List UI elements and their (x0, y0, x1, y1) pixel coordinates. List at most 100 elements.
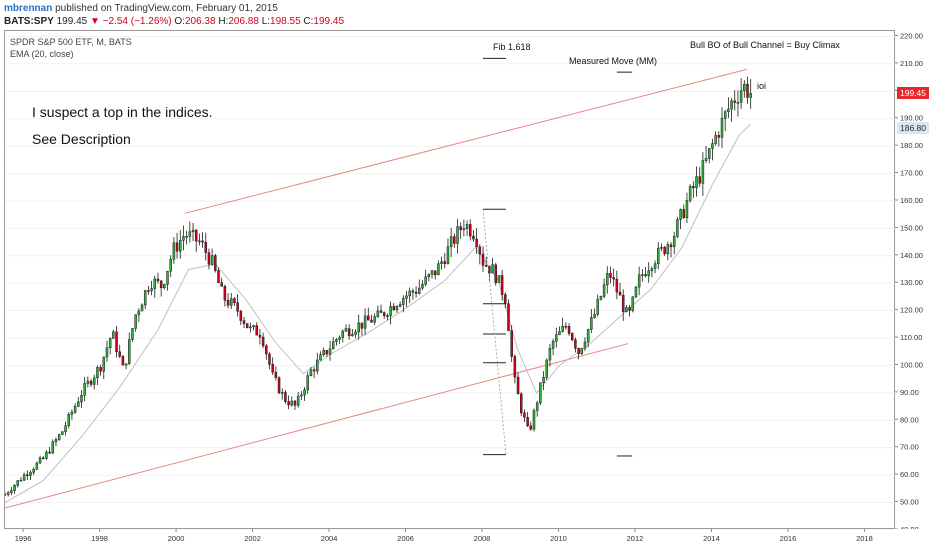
candle-up (402, 298, 405, 305)
candle-up (19, 479, 23, 482)
candle-up (542, 377, 545, 383)
price-chart[interactable] (5, 31, 896, 530)
candle-up (373, 316, 376, 323)
candle-down (115, 331, 118, 353)
candle-up (341, 330, 345, 338)
candle-up (309, 369, 313, 376)
candle-up (163, 284, 166, 289)
candle-up (593, 314, 596, 318)
candle-up (338, 337, 341, 340)
candle-up (198, 240, 201, 243)
candle-up (16, 480, 19, 486)
candle-down (284, 392, 287, 402)
candle-up (140, 304, 144, 312)
candle-up (430, 270, 434, 275)
candle-up (102, 356, 106, 372)
candle-up (351, 334, 354, 337)
candle-up (749, 93, 752, 98)
candle-up (437, 263, 440, 276)
candle-up (580, 348, 584, 354)
candle-up (376, 310, 380, 317)
candle-down (156, 278, 160, 282)
y-tick-label: 120.00 (900, 306, 923, 315)
x-tick-label: 2000 (168, 534, 185, 543)
candle-up (711, 143, 714, 149)
candle-down (347, 328, 351, 337)
candle-up (105, 347, 109, 358)
candle-down (245, 323, 249, 329)
candle-down (484, 265, 488, 267)
candle-up (736, 102, 740, 104)
candle-up (421, 284, 424, 289)
y-tick-label: 190.00 (900, 114, 923, 123)
candle-down (513, 356, 517, 378)
candle-up (679, 209, 682, 220)
candle-up (328, 348, 332, 355)
candle-up (625, 307, 628, 313)
candle-up (535, 402, 539, 411)
price-axis[interactable]: 40.00 50.00 60.00 70.00 80.00 90.00 100.00 110.… (895, 30, 932, 529)
candle-down (698, 176, 701, 184)
candle-down (201, 240, 204, 243)
indicator-legend[interactable]: EMA (20, close) (10, 49, 74, 59)
x-tick-label: 1998 (91, 534, 108, 543)
candle-down (392, 306, 396, 311)
candle-down (48, 451, 51, 454)
candle-up (363, 315, 367, 329)
y-tick-label: 140.00 (900, 251, 923, 260)
candle-up (80, 395, 83, 403)
candle-up (599, 296, 603, 300)
candle-up (108, 338, 112, 349)
candle-up (86, 380, 90, 384)
time-axis[interactable]: 1996 1998 2000 2002 2004 2006 2008 2010 2012 2014… (4, 529, 932, 550)
candle-down (293, 400, 297, 406)
y-tick-label: 100.00 (900, 360, 923, 369)
candle-down (526, 417, 529, 427)
symbol-label: BATS:SPY (4, 16, 54, 27)
candle-up (465, 224, 469, 229)
channel-upper-line (184, 68, 747, 214)
candle-up (137, 310, 141, 316)
candle-up (230, 298, 233, 306)
y-tick-label: 160.00 (900, 196, 923, 205)
candle-up (73, 405, 77, 413)
candle-up (545, 359, 548, 378)
candle-down (717, 135, 721, 138)
candle-up (685, 200, 689, 218)
y-tick-label: 180.00 (900, 141, 923, 150)
candle-down (516, 376, 520, 395)
plot-area[interactable] (4, 30, 896, 530)
candle-up (653, 263, 657, 269)
time-axis-svg: 1996 1998 2000 2002 2004 2006 2008 2010 2012 2014… (15, 529, 873, 543)
candle-down (574, 339, 577, 349)
candle-down (159, 280, 163, 289)
candle-down (682, 209, 686, 218)
candle-up (395, 306, 399, 311)
candle-up (249, 326, 252, 329)
candle-up (124, 363, 128, 366)
author-link[interactable]: mbrennan (4, 3, 53, 14)
candle-up (354, 331, 357, 335)
candle-down (628, 307, 631, 311)
quote-line: BATS:SPY 199.45 ▼ −2.54 (−1.26%) O:206.3… (4, 16, 344, 27)
ema-price-tag: 186.80 (897, 122, 929, 134)
candle-down (478, 246, 482, 255)
candle-up (596, 299, 599, 315)
candle-up (657, 247, 660, 265)
candle-down (414, 291, 418, 294)
series-legend[interactable]: SPDR S&P 500 ETF, M, BATS (10, 37, 132, 47)
candle-up (446, 246, 450, 264)
candle-up (637, 274, 641, 288)
candle-up (210, 255, 214, 265)
candle-down (360, 322, 364, 329)
candle-up (182, 236, 185, 241)
change-value: −2.54 (−1.26%) (102, 16, 172, 27)
candle-down (242, 320, 246, 324)
y-tick-label: 130.00 (900, 278, 923, 287)
candle-down (459, 226, 462, 230)
candle-up (590, 317, 593, 330)
candle-down (615, 278, 619, 293)
candle-up (185, 236, 188, 238)
open-value: 206.38 (184, 16, 216, 27)
y-tick-label: 50.00 (900, 498, 919, 507)
